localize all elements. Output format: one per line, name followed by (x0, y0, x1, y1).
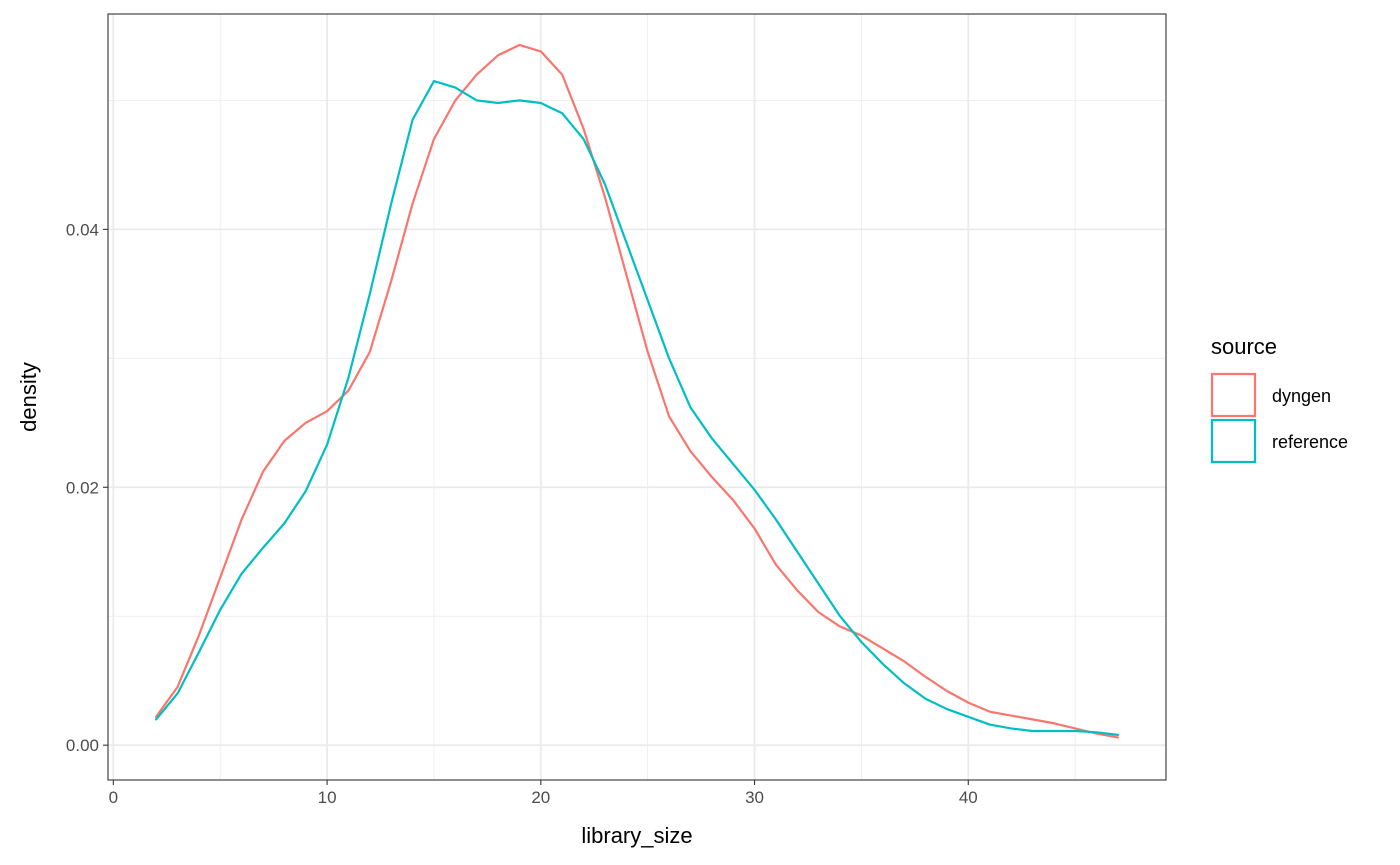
y-axis: 0.00 0.02 0.04 (66, 220, 108, 755)
x-axis-title: library_size (581, 823, 692, 848)
y-tick-label: 0.00 (66, 736, 99, 755)
series-line-reference (154, 79, 1120, 736)
legend-title: source (1211, 334, 1277, 359)
y-tick-label: 0.04 (66, 220, 99, 239)
legend-key-dyngen (1210, 372, 1257, 418)
x-tick-label: 0 (109, 788, 118, 807)
x-tick-label: 40 (959, 788, 978, 807)
panel-background (108, 14, 1166, 780)
density-lines (154, 43, 1120, 739)
series-line-dyngen (154, 43, 1120, 739)
y-tick-label: 0.02 (66, 478, 99, 497)
x-tick-label: 10 (318, 788, 337, 807)
major-gridlines (108, 14, 1166, 780)
legend: source dyngen reference (1210, 334, 1348, 464)
legend-label-reference: reference (1272, 432, 1348, 452)
legend-key-reference (1210, 418, 1257, 464)
y-axis-title: density (16, 362, 41, 432)
legend-label-dyngen: dyngen (1272, 386, 1331, 406)
panel-border (107, 13, 1167, 781)
x-tick-label: 20 (531, 788, 550, 807)
x-axis: 0 10 20 30 40 (109, 780, 978, 807)
x-tick-label: 30 (745, 788, 764, 807)
